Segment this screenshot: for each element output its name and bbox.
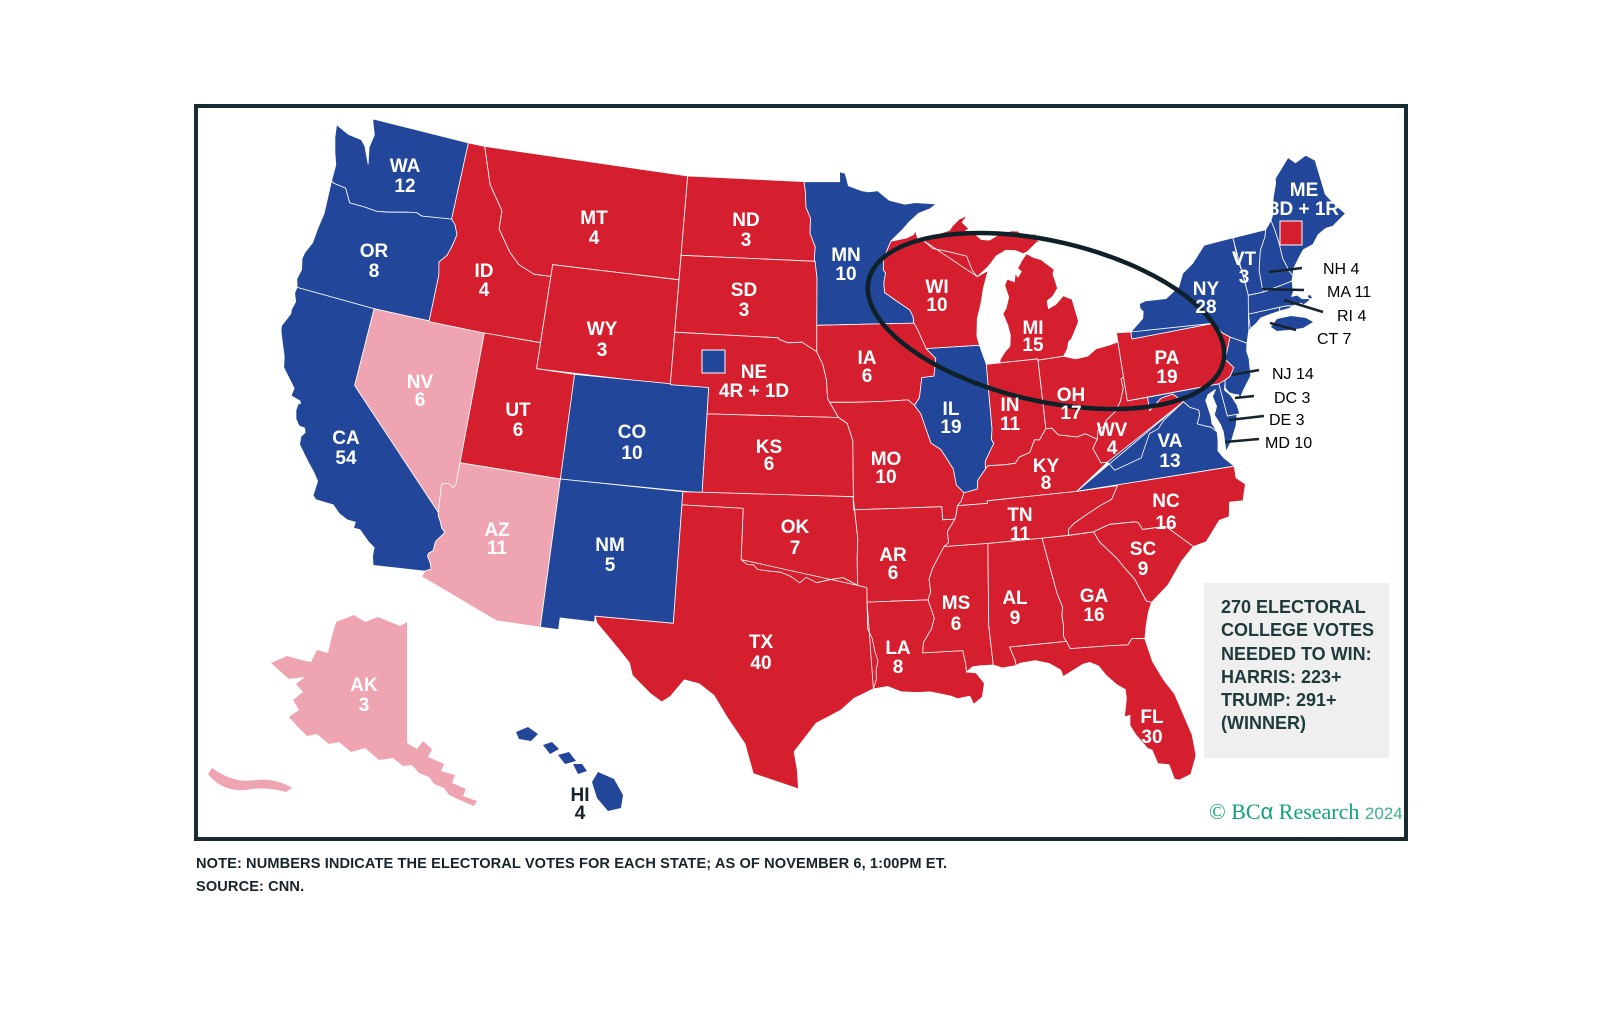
svg-text:NC: NC (1152, 491, 1180, 512)
svg-text:6: 6 (415, 390, 426, 411)
svg-text:SC: SC (1130, 539, 1157, 560)
svg-text:FL: FL (1140, 707, 1164, 728)
svg-text:3D + 1R: 3D + 1R (1269, 199, 1340, 220)
svg-text:9: 9 (1010, 608, 1021, 629)
svg-text:IL: IL (943, 399, 960, 420)
svg-text:AK: AK (350, 675, 378, 696)
svg-text:DE 3: DE 3 (1269, 412, 1305, 429)
svg-text:CO: CO (618, 422, 647, 443)
svg-text:OH: OH (1057, 385, 1086, 406)
svg-text:WY: WY (587, 319, 618, 340)
svg-text:5: 5 (605, 555, 616, 576)
svg-text:MA 11: MA 11 (1327, 284, 1371, 301)
svg-text:4: 4 (589, 228, 600, 249)
svg-text:3: 3 (741, 230, 752, 251)
svg-text:WI: WI (925, 277, 948, 298)
svg-text:11: 11 (1010, 524, 1031, 545)
svg-text:16: 16 (1155, 513, 1176, 534)
svg-text:KS: KS (756, 437, 782, 458)
svg-text:MI: MI (1022, 318, 1043, 339)
svg-text:10: 10 (926, 295, 947, 316)
svg-text:OR: OR (360, 241, 389, 262)
svg-text:TX: TX (749, 632, 774, 653)
svg-text:MT: MT (580, 208, 608, 229)
svg-text:KY: KY (1033, 456, 1060, 477)
svg-text:NV: NV (407, 372, 434, 393)
svg-text:9: 9 (1138, 559, 1149, 580)
svg-text:SD: SD (731, 280, 757, 301)
svg-text:ID: ID (475, 261, 494, 282)
svg-text:6: 6 (764, 454, 775, 475)
svg-text:VA: VA (1158, 431, 1183, 452)
svg-text:15: 15 (1022, 335, 1044, 356)
svg-text:3: 3 (739, 300, 750, 321)
svg-text:LA: LA (885, 638, 911, 659)
svg-text:MS: MS (942, 593, 971, 614)
svg-text:4: 4 (1107, 438, 1118, 459)
svg-text:19: 19 (1156, 367, 1177, 388)
svg-text:11: 11 (1000, 414, 1021, 435)
svg-text:16: 16 (1083, 605, 1104, 626)
svg-text:WV: WV (1097, 420, 1128, 441)
svg-text:NJ 14: NJ 14 (1272, 366, 1314, 383)
svg-text:6: 6 (513, 420, 524, 441)
svg-text:11: 11 (487, 538, 508, 559)
svg-text:19: 19 (940, 417, 961, 438)
svg-text:IA: IA (858, 348, 877, 369)
svg-text:GA: GA (1080, 586, 1109, 607)
svg-text:4R + 1D: 4R + 1D (719, 381, 789, 402)
svg-text:IN: IN (1001, 395, 1020, 416)
svg-text:30: 30 (1141, 727, 1162, 748)
svg-text:12: 12 (394, 176, 415, 197)
svg-text:NM: NM (595, 535, 625, 556)
svg-text:7: 7 (790, 538, 801, 559)
svg-text:10: 10 (835, 264, 856, 285)
svg-text:OK: OK (781, 517, 810, 538)
svg-text:VT: VT (1232, 249, 1257, 270)
svg-text:40: 40 (750, 653, 771, 674)
svg-text:8: 8 (1041, 473, 1052, 494)
svg-text:MD 10: MD 10 (1265, 435, 1312, 452)
svg-text:10: 10 (621, 443, 642, 464)
svg-text:AZ: AZ (484, 520, 510, 541)
svg-text:ND: ND (732, 210, 759, 231)
svg-text:4: 4 (575, 803, 586, 824)
svg-text:CT 7: CT 7 (1317, 331, 1351, 348)
svg-text:HI: HI (571, 785, 590, 806)
svg-text:NE: NE (741, 362, 767, 383)
svg-text:6: 6 (862, 366, 873, 387)
svg-text:NH 4: NH 4 (1323, 261, 1360, 278)
svg-text:CA: CA (332, 428, 360, 449)
svg-text:MO: MO (871, 449, 902, 470)
svg-text:6: 6 (888, 563, 899, 584)
svg-text:54: 54 (335, 448, 357, 469)
svg-text:UT: UT (505, 400, 531, 421)
svg-text:NY: NY (1193, 279, 1220, 300)
svg-text:3: 3 (597, 340, 608, 361)
svg-text:WA: WA (390, 156, 421, 177)
svg-text:AR: AR (879, 545, 907, 566)
svg-text:13: 13 (1159, 451, 1180, 472)
svg-text:10: 10 (875, 467, 896, 488)
svg-text:MN: MN (831, 245, 861, 266)
svg-text:6: 6 (951, 614, 962, 635)
svg-text:ME: ME (1290, 180, 1319, 201)
svg-text:28: 28 (1195, 297, 1216, 318)
svg-text:TN: TN (1007, 505, 1032, 526)
svg-text:8: 8 (893, 657, 904, 678)
svg-text:RI 4: RI 4 (1337, 308, 1366, 325)
svg-text:8: 8 (369, 261, 380, 282)
svg-text:3: 3 (359, 695, 370, 716)
svg-text:3: 3 (1239, 267, 1250, 288)
svg-text:4: 4 (479, 280, 490, 301)
svg-text:PA: PA (1155, 348, 1180, 369)
svg-text:AL: AL (1002, 588, 1028, 609)
svg-text:17: 17 (1060, 403, 1081, 424)
svg-text:DC 3: DC 3 (1274, 390, 1311, 407)
